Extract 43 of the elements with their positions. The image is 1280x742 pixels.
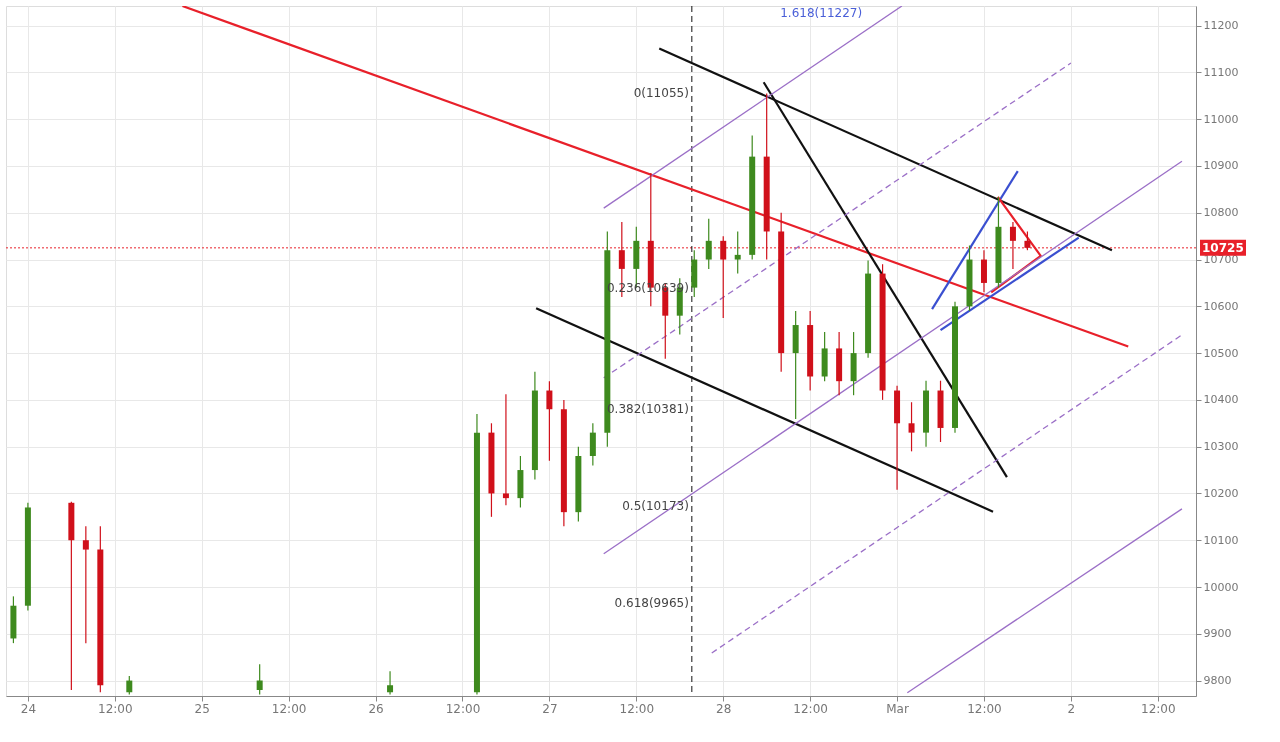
candlestick	[546, 380, 553, 462]
y-tick-label: 9800	[1203, 674, 1232, 688]
candlestick	[589, 422, 596, 466]
x-tick-label: 27	[542, 701, 558, 716]
y-tick-label: 9900	[1203, 627, 1232, 641]
y-tick-label: 10100	[1203, 533, 1239, 547]
candlestick	[1024, 230, 1031, 251]
x-tick-label: 12:00	[619, 701, 655, 716]
x-tick-label: 25	[194, 701, 210, 716]
x-tick-label: Mar	[886, 701, 909, 716]
x-tick-label: 28	[716, 701, 732, 716]
x-tick-label: 26	[368, 701, 384, 716]
candlestick	[1009, 221, 1016, 270]
y-tick-label: 10800	[1203, 206, 1239, 220]
x-tick-label: 2	[1067, 701, 1076, 716]
annotation: 0.618(9965)	[614, 596, 689, 611]
candlestick	[720, 235, 727, 319]
x-tick-label: 12:00	[1141, 701, 1176, 716]
x-tick-label: 12:00	[98, 701, 133, 716]
y-tick-label: 10900	[1203, 159, 1239, 173]
candlestick	[734, 230, 741, 275]
x-tick-label: 12:00	[445, 701, 481, 716]
candlestick	[980, 249, 987, 293]
annotation: 0(11055)	[633, 86, 689, 101]
candlestick	[908, 401, 915, 452]
y-tick-label: 10600	[1203, 299, 1239, 313]
y-tick-label: 10200	[1203, 486, 1239, 500]
y-tick-label: 10700	[1203, 253, 1239, 267]
y-tick-label: 10400	[1203, 393, 1239, 407]
x-tick-label: 12:00	[967, 701, 1002, 716]
y-tick-label: 10500	[1203, 346, 1239, 360]
y-tick-label: 10000	[1203, 580, 1239, 594]
x-tick-label: 24	[20, 701, 37, 716]
candlestick	[705, 218, 712, 270]
annotation: 1.618(11227)	[780, 6, 863, 20]
y-tick-label: 11200	[1203, 19, 1239, 33]
candlestick	[502, 393, 509, 506]
x-tick-label: 12:00	[271, 701, 307, 716]
ref-line-label: 10725	[1202, 240, 1244, 255]
x-tick-label: 12:00	[793, 701, 828, 716]
y-tick-label: 11000	[1203, 112, 1239, 126]
y-tick-label: 11100	[1203, 65, 1239, 79]
y-tick-label: 10300	[1203, 440, 1239, 454]
